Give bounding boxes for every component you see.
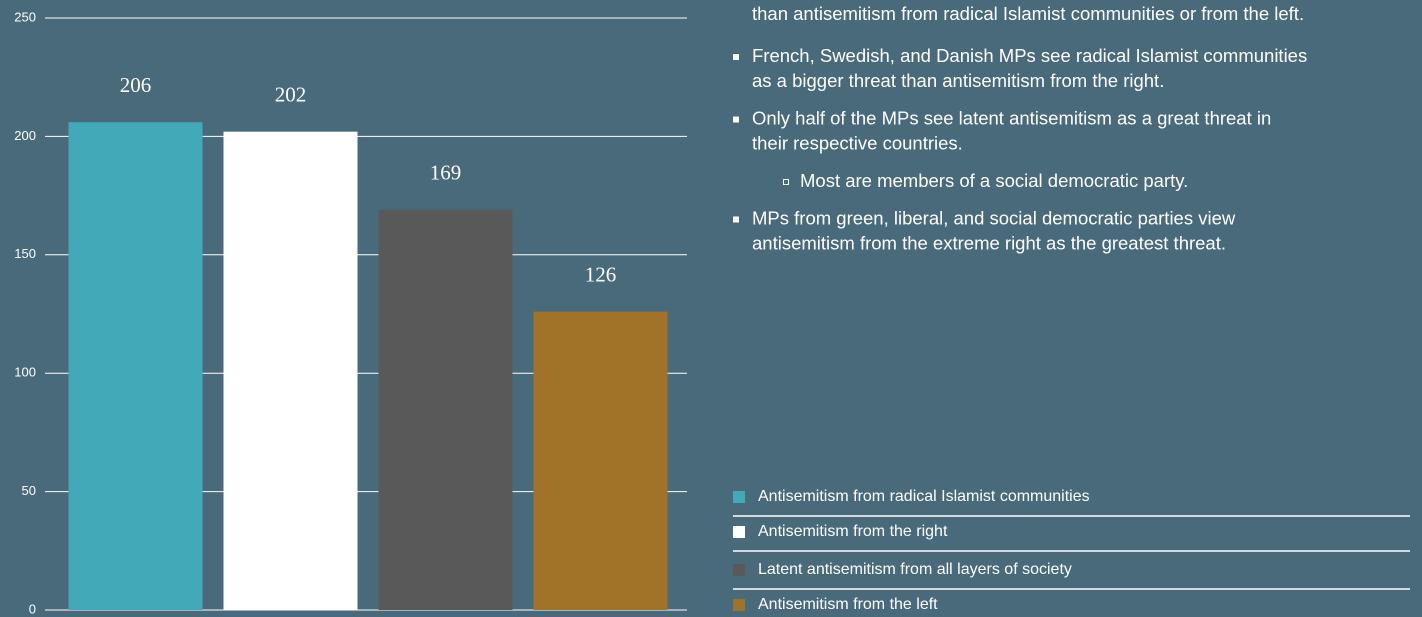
legend-swatch — [733, 491, 745, 503]
bar — [378, 209, 513, 611]
legend-label: Antisemitism from radical Islamist commu… — [758, 488, 1090, 505]
legend-label: Latent antisemitism from all layers of s… — [758, 561, 1072, 578]
legend-label: Antisemitism from the right — [758, 523, 948, 540]
bullet — [733, 54, 739, 60]
note-line: their respective countries. — [752, 132, 963, 153]
note-line: as a bigger threat than antisemitism fro… — [752, 70, 1164, 91]
y-tick-label: 250 — [14, 9, 36, 24]
note-line: French, Swedish, and Danish MPs see radi… — [752, 45, 1307, 66]
note-line: MPs from green, liberal, and social demo… — [752, 207, 1236, 228]
bullet — [733, 216, 739, 223]
note-line: Most are members of a social democratic … — [800, 170, 1188, 191]
legend-swatch — [733, 526, 745, 538]
y-tick-label: 200 — [14, 128, 36, 143]
legend-label: Antisemitism from the left — [758, 596, 938, 613]
value-label: 126 — [585, 262, 617, 286]
y-tick-label: 0 — [29, 601, 36, 616]
note-line: antisemitism from the extreme right as t… — [752, 232, 1226, 253]
value-label: 206 — [120, 73, 152, 97]
sub-bullet — [783, 179, 789, 185]
note-fragment: than antisemitism from radical Islamist … — [752, 3, 1304, 24]
value-label: 202 — [275, 82, 307, 106]
note-line: Only half of the MPs see latent antisemi… — [752, 107, 1271, 128]
bar — [223, 131, 358, 610]
y-tick-label: 50 — [22, 483, 36, 498]
bullet — [733, 116, 739, 123]
bar — [68, 122, 203, 610]
value-label: 169 — [430, 161, 462, 185]
y-tick-label: 100 — [14, 365, 36, 380]
y-tick-label: 150 — [14, 246, 36, 261]
legend-swatch — [733, 564, 745, 576]
bar — [533, 311, 668, 610]
legend-swatch — [733, 599, 745, 611]
